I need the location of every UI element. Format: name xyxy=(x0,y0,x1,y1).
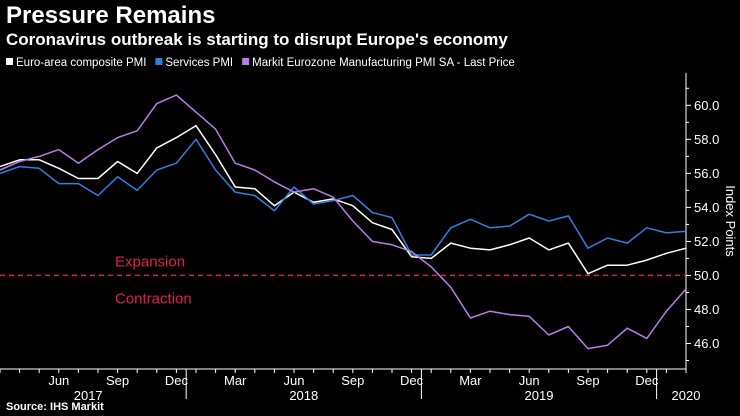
x-year-label: 2020 xyxy=(672,388,701,403)
y-axis-label: Index Points xyxy=(723,185,738,257)
y-tick-label: 56.0 xyxy=(694,166,719,181)
series-line-1 xyxy=(0,124,687,275)
y-tick-label: 54.0 xyxy=(694,200,719,215)
chart-subtitle: Coronavirus outbreak is starting to disr… xyxy=(6,30,508,49)
x-year-label: 2017 xyxy=(74,388,103,403)
contraction-label: Contraction xyxy=(115,290,192,307)
legend-label-3: Markit Eurozone Manufacturing PMI SA - L… xyxy=(252,57,515,69)
legend-swatch-1 xyxy=(6,58,13,65)
series-2 xyxy=(0,138,687,256)
y-tick-label: 48.0 xyxy=(694,302,719,317)
x-tick-label: Dec xyxy=(635,373,659,388)
x-tick-label: Jun xyxy=(284,373,305,388)
x-tick-label: Sep xyxy=(106,373,129,388)
x-year-label: 2019 xyxy=(525,388,554,403)
y-tick-label: 50.0 xyxy=(694,268,719,283)
legend-label-1: Euro-area composite PMI xyxy=(16,57,146,69)
x-tick-label: Dec xyxy=(400,373,424,388)
chart-title: Pressure Remains xyxy=(6,2,216,29)
legend-swatch-3 xyxy=(242,58,250,65)
x-tick-label: Mar xyxy=(224,373,247,388)
x-tick-label: Sep xyxy=(341,373,364,388)
y-tick-label: 52.0 xyxy=(694,234,719,249)
y-tick-label: 58.0 xyxy=(694,132,719,147)
y-tick-label: 60.0 xyxy=(694,98,719,113)
y-tick-label: 46.0 xyxy=(694,336,719,351)
source-note: Source: IHS Markit xyxy=(6,401,104,413)
series-3 xyxy=(0,94,687,350)
series-line-2 xyxy=(0,138,687,256)
x-tick-label: Sep xyxy=(576,373,599,388)
plot-area: 46.0 48.0 50.0 52.0 54.0 56.0 58.0 60.0 Index Po… xyxy=(0,73,738,403)
x-tick-label: Dec xyxy=(165,373,189,388)
x-year-label: 2018 xyxy=(289,388,318,403)
legend: Euro-area composite PMI Services PMI Marki… xyxy=(6,57,515,69)
series-line-3 xyxy=(0,94,687,350)
series-1 xyxy=(0,124,687,275)
expansion-label: Expansion xyxy=(115,253,185,270)
legend-swatch-2 xyxy=(155,58,163,65)
legend-label-2: Services PMI xyxy=(165,57,233,69)
x-tick-label: Jun xyxy=(48,373,69,388)
x-tick-label: Mar xyxy=(459,373,482,388)
x-tick-label: Jun xyxy=(519,373,540,388)
